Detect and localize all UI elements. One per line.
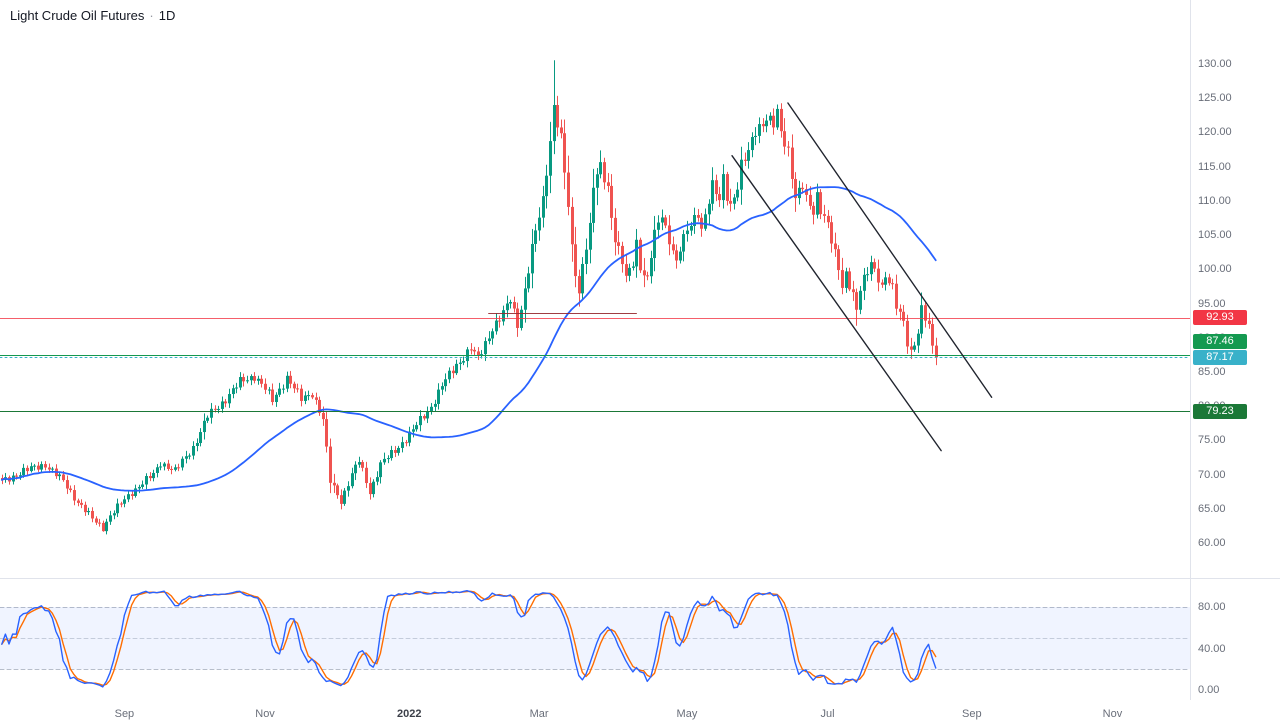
price-tick-label: 100.00 bbox=[1198, 263, 1232, 276]
price-tick-label: 105.00 bbox=[1198, 229, 1232, 242]
time-tick-label: Nov bbox=[1102, 708, 1123, 720]
time-axis[interactable]: Sep Nov 2022 Mar May Jul Sep Nov bbox=[0, 700, 1280, 728]
time-tick-label: Mar bbox=[529, 708, 549, 720]
price-tick-label: 65.00 bbox=[1198, 502, 1226, 515]
pane-divider bbox=[0, 578, 1280, 579]
price-level-label[interactable]: 79.23 bbox=[1193, 403, 1247, 419]
price-tick-label: 95.00 bbox=[1198, 297, 1226, 310]
time-tick-label: 2022 bbox=[397, 708, 422, 720]
legend-separator: · bbox=[149, 8, 154, 23]
price-tick-label: 75.00 bbox=[1198, 434, 1226, 447]
price-level-label[interactable]: 87.46 bbox=[1193, 333, 1247, 349]
price-tick-label: 125.00 bbox=[1198, 92, 1232, 105]
price-tick-label: 70.00 bbox=[1198, 468, 1226, 481]
legend: Light Crude Oil Futures · 1D bbox=[10, 8, 175, 23]
stoch-tick-label: 80.00 bbox=[1198, 601, 1226, 613]
symbol-title[interactable]: Light Crude Oil Futures bbox=[10, 8, 145, 23]
time-tick-label: Nov bbox=[255, 708, 275, 720]
price-tick-label: 110.00 bbox=[1198, 194, 1231, 207]
time-tick-label: May bbox=[676, 708, 698, 720]
price-tick-label: 120.00 bbox=[1198, 126, 1232, 139]
price-axis[interactable]: 130.00 125.00 120.00 115.00 110.00 105.00 100.… bbox=[1190, 0, 1280, 700]
price-tick-label: 85.00 bbox=[1198, 365, 1226, 378]
price-tick-label: 130.00 bbox=[1198, 58, 1232, 70]
price-tick-label: 115.00 bbox=[1198, 160, 1231, 173]
time-tick-label: Jul bbox=[820, 708, 835, 720]
time-tick-label: Sep bbox=[962, 708, 982, 720]
price-level-label[interactable]: 87.17 bbox=[1193, 349, 1247, 365]
interval-label[interactable]: 1D bbox=[158, 8, 176, 23]
price-level-label[interactable]: 92.93 bbox=[1193, 310, 1247, 326]
chart-canvas[interactable] bbox=[0, 0, 1190, 700]
price-tick-label: 60.00 bbox=[1198, 537, 1226, 549]
stoch-tick-label: 0.00 bbox=[1198, 684, 1220, 696]
price-axis-divider bbox=[1190, 0, 1191, 700]
time-tick-label: Sep bbox=[114, 708, 135, 720]
stoch-tick-label: 40.00 bbox=[1198, 642, 1226, 655]
